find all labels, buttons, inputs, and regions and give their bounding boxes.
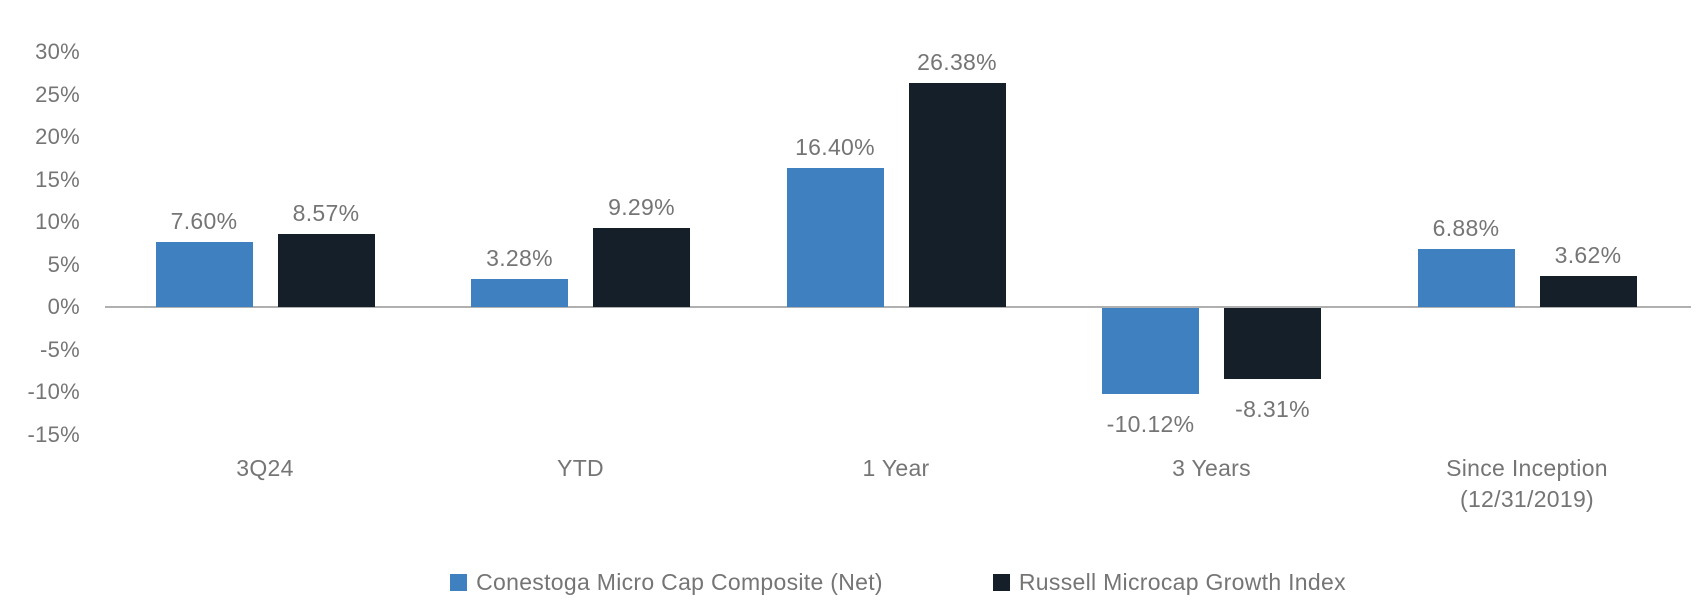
y-axis-tick-label: 30% [35,39,80,64]
y-axis-tick-label: 0% [47,294,80,319]
legend-item: Russell Microcap Growth Index [992,568,1346,596]
y-axis-tick-label: 20% [35,124,80,149]
bar-value-label: 16.40% [795,133,875,160]
bar-series-composite [1102,308,1199,395]
bar-value-label: 6.88% [1432,214,1500,241]
y-axis-tick-label: -5% [39,336,80,362]
chart-legend: Conestoga Micro Cap Composite (Net) Russe… [105,566,1691,598]
y-axis-tick-label: 5% [47,251,80,277]
x-axis-category-label: YTD [557,455,604,481]
x-axis-line [105,306,1691,308]
bar-series-index [908,82,1006,307]
legend-item: Conestoga Micro Cap Composite (Net) [450,569,883,596]
y-axis-tick-label: 10% [35,209,80,234]
bar-series-index [1539,276,1637,307]
legend-label: Russell Microcap Growth Index [1018,568,1346,595]
bar-value-label: 7.60% [170,208,238,235]
legend-swatch-icon [450,573,468,591]
y-axis-tick-label: -15% [27,421,80,447]
bar-value-label: -8.31% [1235,395,1310,422]
bar-value-label: 9.29% [608,194,675,221]
bar-series-index [277,234,375,307]
y-axis-tick-label: -10% [27,379,80,404]
y-axis-tick-label: 15% [35,166,80,192]
legend-label: Conestoga Micro Cap Composite (Net) [476,568,883,595]
bar-value-label: 3.28% [486,245,553,272]
bar-series-index [593,228,690,307]
x-axis-category-label: Since Inception (12/31/2019) [1446,455,1608,512]
bar-series-composite [786,167,884,307]
bar-series-index [1224,308,1321,379]
bar-series-composite [1417,248,1515,307]
bar-value-label: 8.57% [292,200,360,227]
bar-value-label: -10.12% [1106,411,1195,438]
x-axis-category-label: 3 Years [1172,455,1251,481]
bar-series-composite [471,279,568,307]
bar-series-composite [155,242,253,307]
bar-value-label: 26.38% [917,48,997,75]
x-axis-category-label: 3Q24 [236,455,294,481]
y-axis-tick-label: 25% [35,81,80,107]
x-axis-category-label: 1 Year [862,455,930,481]
legend-swatch-icon [992,573,1010,591]
bar-value-label: 3.62% [1554,242,1622,269]
